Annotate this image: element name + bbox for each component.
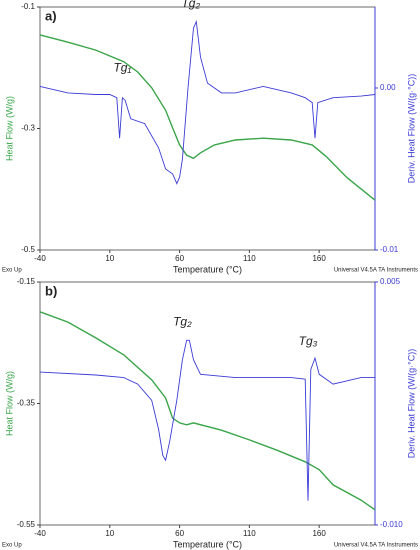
x-tick-label: 10 [105,529,114,538]
y-axis-label: Heat Flow (W/g) [4,371,14,436]
x-tick-label: 60 [175,529,184,538]
panel-label: a) [45,8,57,23]
x-tick-label: 60 [175,254,184,263]
annotation: Tg₂ [173,315,192,329]
series-line [39,19,376,185]
panel-label: b) [45,283,57,298]
x-tick-label: -40 [34,254,46,263]
y-axis-label: Heat Flow (W/g) [4,96,14,161]
x-tick-label: 10 [105,254,114,263]
series-line [39,34,376,201]
y2-tick-label: -0.010 [380,520,403,529]
x-tick-label: 160 [312,529,326,538]
plot-frame [39,281,376,526]
y-tick-label: -0.1 [21,2,35,11]
y2-tick-label: 0.00 [380,83,396,92]
footer-left: Exo Up [2,543,22,549]
y2-tick-label: 0.005 [380,277,401,286]
y-tick-label: -0.5 [21,245,35,254]
x-tick-label: 110 [243,254,256,263]
series-line [39,311,376,511]
series-line [39,339,375,501]
x-tick-label: 110 [243,529,256,538]
y2-tick-label: -0.01 [380,245,399,254]
y2-axis-label: Deriv. Heat Flow (W/(g·°C)) [406,74,416,183]
footer-right: Universal V4.5A TA Instruments [334,268,418,274]
y-tick-label: -0.15 [17,277,36,286]
annotation: Tg₁ [113,61,131,75]
x-axis-label: Temperature (°C) [173,264,242,274]
footer-right: Universal V4.5A TA Instruments [334,543,418,549]
x-tick-label: -40 [34,529,46,538]
footer-left: Exo Up [2,268,22,274]
x-tick-label: 160 [312,254,326,263]
y-tick-label: -0.55 [17,520,36,529]
plot-frame [39,6,376,251]
annotation: Tg₂ [181,0,200,10]
x-axis-label: Temperature (°C) [173,539,242,549]
annotation: Tg₃ [299,334,318,348]
y-tick-label: -0.3 [21,124,35,133]
y-tick-label: -0.35 [17,399,36,408]
y2-axis-label: Deriv. Heat Flow (W/(g·°C)) [406,349,416,458]
